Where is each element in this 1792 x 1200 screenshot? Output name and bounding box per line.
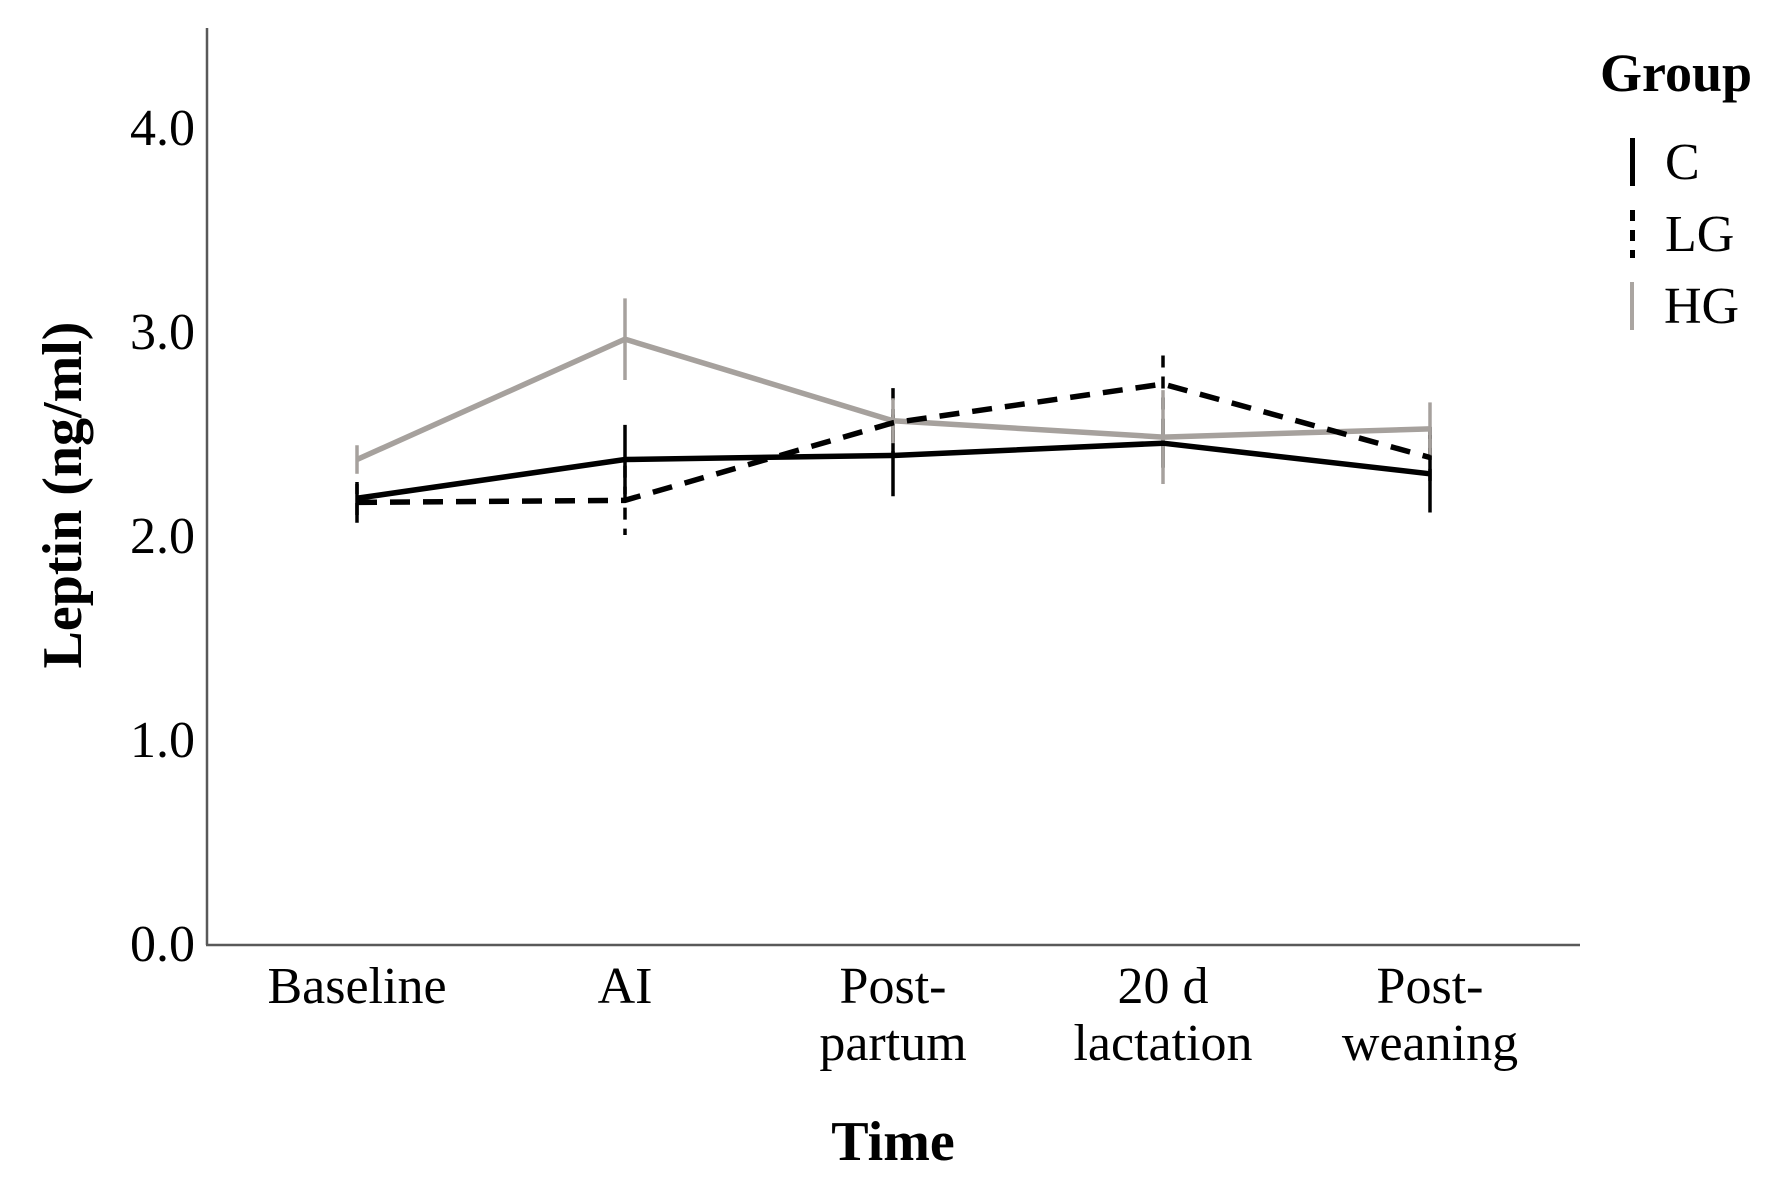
x-category-label: lactation [1073, 1015, 1252, 1072]
x-category-label: Baseline [267, 958, 446, 1015]
y-tick-label: 3.0 [130, 304, 195, 361]
x-axis-title: Time [831, 1111, 955, 1173]
y-tick-label: 1.0 [130, 712, 195, 769]
legend-item-lg: LG [1630, 198, 1752, 270]
gray-line-marker-icon [1630, 282, 1634, 330]
series-line-c [356, 440, 1431, 502]
legend-item-c: C [1630, 126, 1752, 198]
solid-line-marker-icon [1630, 138, 1635, 186]
legend: Group C LG HG [1600, 42, 1752, 342]
x-category-label: Post- [1377, 958, 1484, 1015]
y-tick-label: 0.0 [130, 916, 195, 973]
dashed-line-marker-icon [1630, 210, 1635, 258]
legend-item-hg: HG [1630, 270, 1752, 342]
legend-label-lg: LG [1665, 205, 1735, 263]
x-category-label: AI [598, 958, 653, 1015]
y-axis-title: Leptin (ng/ml) [32, 321, 94, 669]
x-category-label: partum [819, 1015, 966, 1072]
legend-title: Group [1600, 43, 1753, 103]
legend-label-c: C [1665, 133, 1700, 191]
x-category-label: Post- [840, 958, 947, 1015]
legend-label-hg: HG [1664, 277, 1740, 335]
series-line-lg [356, 381, 1431, 506]
y-tick-label: 4.0 [130, 100, 195, 157]
x-category-label: 20 d [1118, 958, 1209, 1015]
x-category-label: weaning [1342, 1015, 1518, 1072]
y-tick-label: 2.0 [130, 508, 195, 565]
